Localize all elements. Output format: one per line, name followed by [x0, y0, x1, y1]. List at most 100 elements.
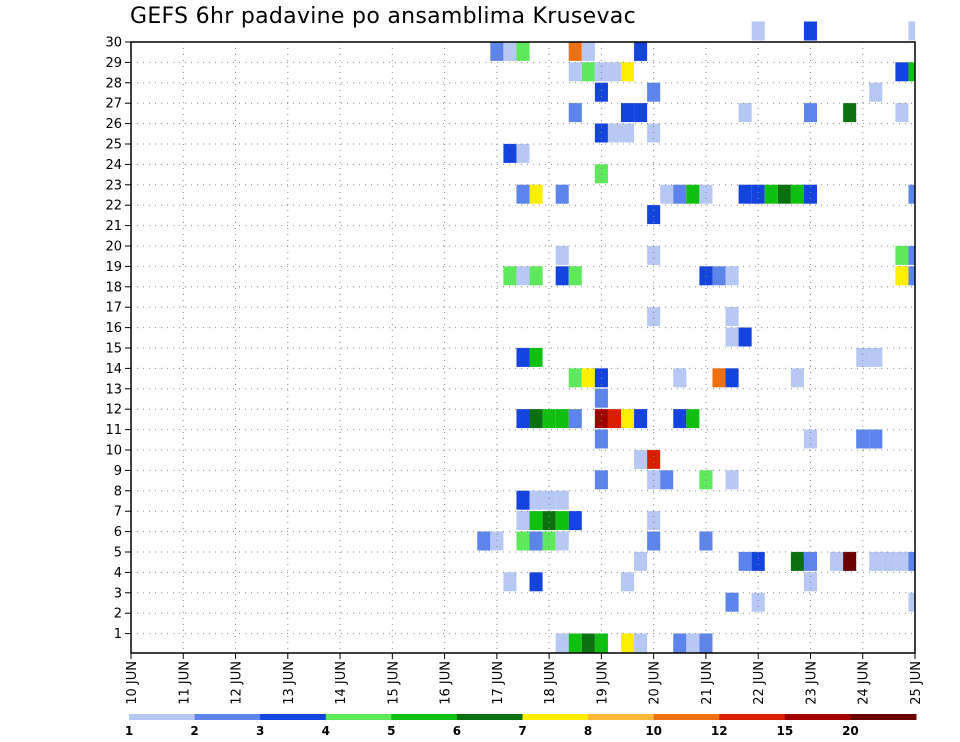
heatmap-cell [516, 511, 530, 531]
colorbar-swatch [194, 714, 261, 720]
colorbar-swatch [522, 714, 589, 720]
heatmap-cell [764, 184, 778, 204]
heatmap-cell [568, 62, 582, 82]
heatmap-cell [699, 184, 713, 204]
y-tick-label: 5 [114, 546, 122, 561]
heatmap-cell [568, 103, 582, 123]
heatmap-cell [621, 409, 635, 429]
heatmap-cell [542, 490, 556, 510]
heatmap-cell [908, 592, 915, 612]
heatmap-cell [803, 551, 817, 571]
heatmap-cell [542, 409, 556, 429]
heatmap-cell [869, 429, 883, 449]
x-tick-label: 13 JUN [282, 661, 297, 705]
heatmap-cell [738, 103, 752, 123]
heatmap-cell [516, 41, 530, 61]
heatmap-cell [594, 368, 608, 388]
heatmap-cell [738, 327, 752, 347]
x-tick-label: 18 JUN [543, 661, 558, 705]
heatmap-cell [555, 245, 569, 265]
heatmap-cell [843, 103, 857, 123]
heatmap-cell [516, 531, 530, 551]
heatmap-cell [594, 388, 608, 408]
heatmap-cell [594, 164, 608, 184]
heatmap-cell [516, 266, 530, 286]
heatmap-cell [581, 41, 595, 61]
y-tick-label: 18 [105, 280, 122, 295]
heatmap-cell [660, 184, 674, 204]
heatmap-cell [803, 184, 817, 204]
heatmap-cell [895, 62, 909, 82]
y-tick-label: 22 [105, 199, 122, 214]
heatmap-cell [581, 368, 595, 388]
heatmap-cell [529, 184, 543, 204]
y-tick-label: 16 [105, 321, 122, 336]
heatmap-cell [686, 184, 700, 204]
heatmap-cell [686, 409, 700, 429]
heatmap-cell [856, 347, 870, 367]
y-tick-label: 29 [105, 56, 122, 71]
x-tick-label: 11 JUN [177, 661, 192, 705]
heatmap-cell [503, 266, 517, 286]
heatmap-cell [751, 21, 765, 41]
heatmap-cell [647, 307, 661, 327]
y-tick-label: 2 [114, 607, 122, 622]
colorbar-swatch [260, 714, 327, 720]
y-tick-label: 12 [105, 403, 122, 418]
x-tick-label: 25 JUN [909, 661, 924, 705]
heatmap-cell [634, 103, 648, 123]
heatmap-cell [516, 409, 530, 429]
y-tick-label: 23 [105, 178, 122, 193]
colorbar-label: 7 [518, 724, 526, 738]
heatmap-cell [529, 266, 543, 286]
heatmap-cell [751, 184, 765, 204]
heatmap-cell [908, 62, 915, 82]
heatmap-cell [908, 266, 915, 286]
colorbar-label: 6 [453, 724, 461, 738]
heatmap-cell [581, 62, 595, 82]
heatmap-cell [516, 490, 530, 510]
y-tick-label: 28 [105, 76, 122, 91]
colorbar-swatch [784, 714, 851, 720]
heatmap-cell [777, 184, 791, 204]
heatmap-cell [790, 184, 804, 204]
colorbar-swatch [325, 714, 392, 720]
heatmap-cell [803, 572, 817, 592]
heatmap-cell [634, 41, 648, 61]
heatmap-cell [529, 409, 543, 429]
heatmap-cell [673, 368, 687, 388]
y-tick-label: 3 [114, 586, 122, 601]
y-tick-label: 25 [105, 138, 122, 153]
x-tick-label: 21 JUN [700, 661, 715, 705]
heatmap-cell [568, 409, 582, 429]
heatmap-cell [908, 184, 915, 204]
heatmap-cell [699, 266, 713, 286]
y-tick-label: 4 [114, 566, 122, 581]
heatmap-cell [895, 103, 909, 123]
heatmap-cell [895, 245, 909, 265]
heatmap-cell [607, 62, 621, 82]
x-tick-label: 17 JUN [491, 661, 506, 705]
heatmap-cell [647, 205, 661, 225]
heatmap-cell [725, 592, 739, 612]
heatmap-cell [503, 572, 517, 592]
heatmap-cell [607, 123, 621, 143]
heatmap-cell [568, 41, 582, 61]
heatmap-cell [555, 266, 569, 286]
cells-layer [477, 21, 915, 653]
heatmap-cell [725, 266, 739, 286]
heatmap-cell [555, 531, 569, 551]
y-tick-label: 24 [105, 158, 122, 173]
colorbar-label: 5 [387, 724, 395, 738]
heatmap-cell [607, 409, 621, 429]
y-tick-label: 14 [105, 362, 122, 377]
colorbar-label: 20 [842, 724, 859, 738]
heatmap-cell [529, 347, 543, 367]
x-tick-label: 23 JUN [804, 661, 819, 705]
y-tick-label: 10 [105, 444, 122, 459]
heatmap-cell [594, 62, 608, 82]
y-tick-label: 11 [105, 423, 122, 438]
y-tick-label: 30 [105, 36, 122, 51]
heatmap-cell [830, 551, 844, 571]
x-tick-label: 20 JUN [648, 661, 663, 705]
